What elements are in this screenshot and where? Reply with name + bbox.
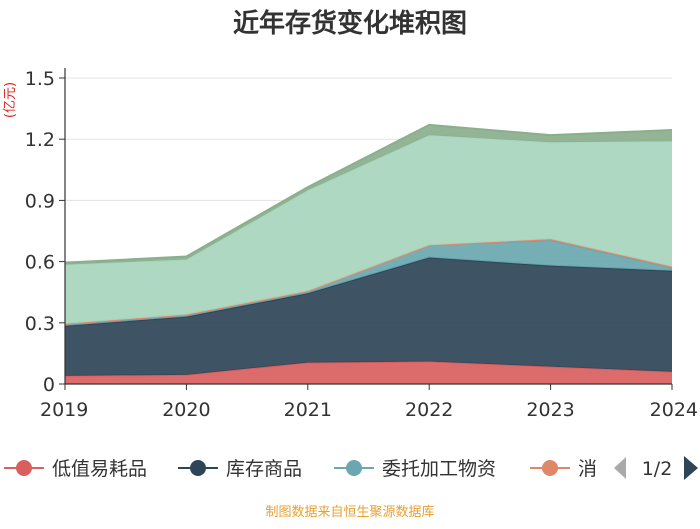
- legend-marker: [542, 460, 558, 476]
- legend-marker: [190, 460, 206, 476]
- x-tick-label: 2024: [650, 399, 698, 421]
- y-tick-label: 1.2: [25, 129, 55, 151]
- legend-marker: [16, 460, 32, 476]
- legend-label: 库存商品: [226, 458, 302, 480]
- area-series: [65, 257, 672, 376]
- y-axis-unit-label: (亿元): [3, 82, 18, 118]
- area-series: [65, 361, 672, 384]
- legend-item[interactable]: 消: [530, 458, 597, 480]
- legend-item[interactable]: 委托加工物资: [334, 458, 496, 480]
- area-series: [65, 135, 672, 324]
- axes: 0 0.3 0.6 0.9 1.2 1.5 2019 2020 2021 2022 2023 2024: [25, 68, 698, 421]
- legend-prev-icon[interactable]: [614, 457, 626, 479]
- series-line: [64, 123, 673, 264]
- legend-item[interactable]: 库存商品: [178, 458, 302, 480]
- y-tick-label: 0.3: [25, 313, 55, 335]
- y-tick-label: 0: [43, 374, 55, 396]
- x-tick-label: 2021: [284, 399, 332, 421]
- y-tick-label: 0.6: [25, 252, 55, 274]
- legend: 低值易耗品 库存商品 委托加工物资 消 1/2: [4, 456, 698, 480]
- area-series: [65, 240, 672, 326]
- x-tick-label: 2023: [526, 399, 574, 421]
- legend-label: 委托加工物资: [382, 458, 496, 480]
- area-series-layer: [64, 123, 673, 384]
- legend-label: 低值易耗品: [52, 458, 147, 480]
- legend-marker: [346, 460, 362, 476]
- chart-title: 近年存货变化堆积图: [233, 8, 467, 39]
- x-tick-label: 2020: [162, 399, 210, 421]
- x-tick-label: 2019: [40, 399, 88, 421]
- y-tick-label: 0.9: [25, 190, 55, 212]
- legend-page-indicator: 1/2: [642, 458, 673, 480]
- x-tick-label: 2022: [405, 399, 453, 421]
- area-series: [65, 124, 672, 265]
- y-tick-label: 1.5: [25, 68, 55, 90]
- legend-label: 消: [578, 458, 597, 480]
- legend-next-icon[interactable]: [684, 456, 698, 480]
- legend-item[interactable]: 低值易耗品: [4, 458, 147, 480]
- source-note: 制图数据来自恒生聚源数据库: [265, 504, 434, 520]
